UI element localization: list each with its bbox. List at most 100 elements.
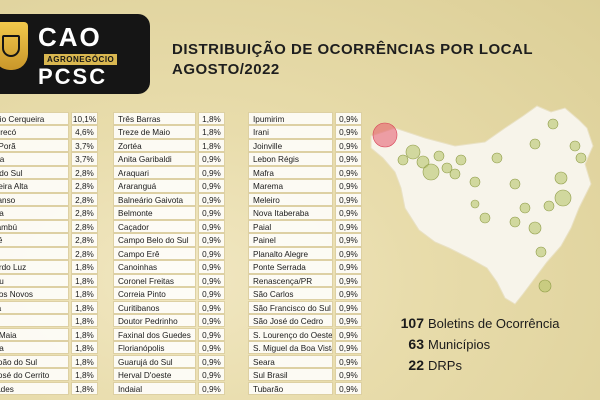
stat-municipios-number: 63 <box>408 336 424 352</box>
municipality-name: Nova Itaberaba <box>248 206 333 220</box>
table-row: Campo Erê 0,9% <box>113 246 225 261</box>
stat-drps-number: 22 <box>408 357 424 373</box>
table-row: Anita Garibaldi 0,9% <box>113 152 225 166</box>
municipality-percent: 2,8% <box>71 233 98 247</box>
municipality-name: Irani <box>0 246 69 261</box>
municipality-name: Ponte Serrada <box>248 260 333 274</box>
municipality-percent: 0,9% <box>198 233 225 247</box>
municipality-name: Caruna <box>0 206 69 220</box>
municipality-percent: 0,9% <box>198 327 225 341</box>
municipality-name: Serra do Sul <box>0 165 69 180</box>
table-row: Correia Pinto 0,9% <box>113 287 225 301</box>
table-row: Nova Itaberaba 0,9% <box>248 206 362 220</box>
municipality-name: Zortéa <box>113 138 196 153</box>
municipality-percent: 0,9% <box>198 354 225 368</box>
municipality-percent: 2,8% <box>71 246 98 261</box>
municipality-name: Doutor Pedrinho <box>113 314 196 328</box>
table-row: Araquari 0,9% <box>113 165 225 180</box>
municipality-name: Jaguia <box>0 300 69 314</box>
municipality-name: Araquari <box>113 165 196 180</box>
municipality-percent: 1,8% <box>71 354 98 368</box>
occurrence-bubble <box>422 163 440 181</box>
municipality-percent: 0,9% <box>335 368 362 382</box>
municipality-percent: 10,1% <box>71 112 98 126</box>
municipality-percent: 2,8% <box>71 192 98 207</box>
municipality-name: Curitibanos <box>113 300 196 314</box>
table-row: S. Miguel da Boa Vista 0,9% <box>248 341 362 355</box>
page-title-line2: AGOSTO/2022 <box>172 61 280 78</box>
municipality-name: Herval D'oeste <box>113 368 196 382</box>
municipality-name: Belmonte <box>113 206 196 220</box>
municipality-name: Meleiro <box>248 192 333 207</box>
municipality-percent: 0,9% <box>198 341 225 355</box>
municipality-name: Uvilha <box>0 314 69 328</box>
occurrence-bubble <box>538 279 552 293</box>
page-title: DISTRIBUIÇÃO DE OCORRÊNCIAS POR LOCAL AG… <box>172 40 533 80</box>
table-row: Coronel Freitas 0,9% <box>113 273 225 287</box>
table-row: Joinville 0,9% <box>248 138 362 153</box>
occurrence-bubble <box>509 216 521 228</box>
occurrence-bubble <box>469 176 481 188</box>
municipality-percent: 0,9% <box>198 206 225 220</box>
municipality-percent: 0,9% <box>198 179 225 193</box>
municipality-percent: 0,9% <box>198 314 225 328</box>
table-row: Ipumirim 0,9% <box>248 112 362 126</box>
table-row: Três Barras 1,8% <box>113 112 225 126</box>
table-row: Treze de Maio 1,8% <box>113 125 225 139</box>
municipality-percent: 0,9% <box>335 327 362 341</box>
municipality-name: Florianópolis <box>113 341 196 355</box>
brand-logo-text: CAO <box>38 22 102 52</box>
municipality-name: Coronel Freitas <box>113 273 196 287</box>
municipality-name: Planalto Alegre <box>248 246 333 261</box>
table-row: Lebon Régis 0,9% <box>248 152 362 166</box>
municipality-percent: 0,9% <box>198 260 225 274</box>
table-row: Marema 0,9% <box>248 179 362 193</box>
table-row: Jaguia1,8% <box>0 300 98 314</box>
municipality-percent: 0,9% <box>335 273 362 287</box>
municipality-name: São Carlos <box>248 287 333 301</box>
municipality-percent: 0,9% <box>335 179 362 193</box>
municipality-name: São José do Cedro <box>248 314 333 328</box>
occurrence-bubble <box>554 189 572 207</box>
occurrence-bubble <box>397 154 409 166</box>
occurrence-bubble <box>491 152 503 164</box>
table-row: Irani2,8% <box>0 246 98 261</box>
municipality-name: Sul Brasil <box>248 368 333 382</box>
municipality-percent: 0,9% <box>335 219 362 234</box>
table-row: Canoinhas 0,9% <box>113 260 225 274</box>
municipality-percent: 1,8% <box>71 368 98 382</box>
table-row: Chapambú2,8% <box>0 219 98 234</box>
municipality-name: Lajes Maia <box>0 327 69 341</box>
municipality-name: São João do Sul <box>0 354 69 368</box>
page-title-line1: DISTRIBUIÇÃO DE OCORRÊNCIAS POR LOCAL <box>172 41 534 58</box>
table-row: Itapoçu1,8% <box>0 273 98 287</box>
municipality-percent: 0,9% <box>335 246 362 261</box>
santa-catarina-map <box>370 105 594 305</box>
municipality-name: Canoinhas <box>113 260 196 274</box>
municipality-percent: 1,8% <box>198 138 225 153</box>
table-row: Tubarão 0,9% <box>248 381 362 395</box>
municipality-percent: 0,9% <box>198 273 225 287</box>
table-row: Faxinal dos Guedes 0,9% <box>113 327 225 341</box>
municipality-percent: 0,9% <box>335 314 362 328</box>
municipality-percent: 1,8% <box>198 112 225 126</box>
table-row: Planalto Alegre 0,9% <box>248 246 362 261</box>
occurrence-bubble <box>455 154 467 166</box>
municipality-percent: 0,9% <box>335 206 362 220</box>
table-row: Indaial 0,9% <box>113 381 225 395</box>
table-row: Ouresa1,8% <box>0 341 98 355</box>
occurrence-bubble <box>509 178 521 190</box>
occurrence-bubble <box>416 155 430 169</box>
municipality-percent: 0,9% <box>198 192 225 207</box>
municipality-percent: 0,9% <box>198 368 225 382</box>
municipality-name: Coelheira Alta <box>0 179 69 193</box>
table-row: Saudades1,8% <box>0 381 98 395</box>
table-row: Xanxerecó4,6% <box>0 125 98 139</box>
stat-boletins-number: 107 <box>400 315 424 331</box>
municipality-percent: 0,9% <box>335 192 362 207</box>
municipality-name: Tubarão <box>248 381 333 395</box>
